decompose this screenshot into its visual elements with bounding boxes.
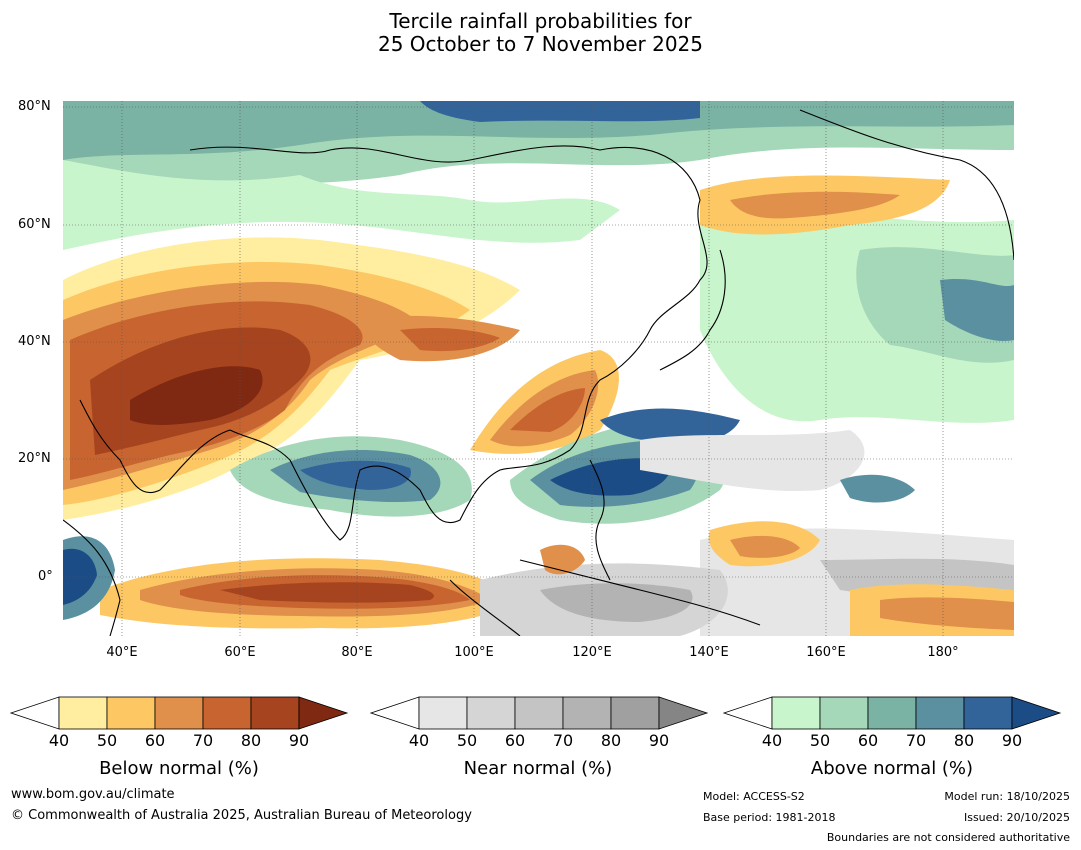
colorbar-tick-label: 40 <box>761 731 783 750</box>
graticule <box>63 101 1014 636</box>
colorbar-tick-label: 70 <box>552 731 574 750</box>
colorbar-swatch <box>867 696 917 730</box>
colorbar-swatch <box>250 696 300 730</box>
colorbar-tick-label: 60 <box>504 731 526 750</box>
colorbar-above-normal <box>723 696 1062 730</box>
colorbar-near-normal <box>370 696 709 730</box>
footer-model: Model: ACCESS-S2 <box>703 790 805 803</box>
colorbar-tick-label: 60 <box>857 731 879 750</box>
lat-label-60n: 60°N <box>18 217 51 232</box>
colorbar-tick-label: 90 <box>648 731 670 750</box>
lon-label-40e: 40°E <box>106 645 138 660</box>
colorbar-tick-label: 50 <box>809 731 831 750</box>
colorbar-tick-label: 40 <box>48 731 70 750</box>
lon-label-80e: 80°E <box>341 645 373 660</box>
colorbar-swatch <box>915 696 965 730</box>
colorbar-tick-label: 50 <box>96 731 118 750</box>
footer-base-period: Base period: 1981-2018 <box>703 811 836 824</box>
colorbar-label-near: Near normal (%) <box>463 758 613 779</box>
lat-label-0: 0° <box>38 569 53 584</box>
map-title-line-1: Tercile rainfall probabilities for <box>389 9 692 33</box>
footer-copyright: © Commonwealth of Australia 2025, Austra… <box>11 808 472 823</box>
colorbar-swatch <box>562 696 612 730</box>
footer-model-run: Model run: 18/10/2025 <box>944 790 1070 803</box>
colorbar-extend-high <box>658 696 709 730</box>
footer-url: www.bom.gov.au/climate <box>11 787 175 802</box>
colorbar-swatch <box>106 696 156 730</box>
lon-label-140e: 140°E <box>689 645 729 660</box>
colorbar-swatch <box>610 696 660 730</box>
lon-label-60e: 60°E <box>224 645 256 660</box>
colorbar-extend-low <box>10 696 60 730</box>
colorbar-extend-low <box>723 696 773 730</box>
colorbar-swatch <box>771 696 821 730</box>
colorbar-swatch <box>418 696 468 730</box>
colorbar-tick-label: 90 <box>1001 731 1023 750</box>
lat-label-40n: 40°N <box>18 334 51 349</box>
colorbar-extend-high <box>1011 696 1062 730</box>
lon-label-180: 180° <box>927 645 959 660</box>
colorbar-tick-label: 80 <box>600 731 622 750</box>
lat-label-80n: 80°N <box>18 99 51 114</box>
colorbar-swatch <box>202 696 252 730</box>
colorbar-tick-label: 80 <box>953 731 975 750</box>
colorbar-extend-low <box>370 696 420 730</box>
colorbar-tick-label: 90 <box>288 731 310 750</box>
lon-label-100e: 100°E <box>454 645 494 660</box>
colorbar-tick-label: 60 <box>144 731 166 750</box>
colorbar-swatch <box>819 696 869 730</box>
lon-label-160e: 160°E <box>806 645 846 660</box>
colorbar-label-above: Above normal (%) <box>810 758 974 779</box>
map-title-line-2: 25 October to 7 November 2025 <box>377 32 704 56</box>
colorbar-tick-label: 50 <box>456 731 478 750</box>
colorbar-below-normal <box>10 696 349 730</box>
lon-label-120e: 120°E <box>572 645 612 660</box>
colorbar-tick-label: 70 <box>192 731 214 750</box>
colorbar-swatch <box>58 696 108 730</box>
colorbar-tick-label: 70 <box>905 731 927 750</box>
coastlines <box>63 109 1014 636</box>
colorbar-swatch <box>154 696 204 730</box>
footer-disclaimer: Boundaries are not considered authoritat… <box>826 831 1070 844</box>
colorbar-label-below: Below normal (%) <box>99 758 259 779</box>
probability-field <box>63 101 1014 636</box>
footer-issued: Issued: 20/10/2025 <box>963 811 1070 824</box>
colorbar-extend-high <box>298 696 349 730</box>
colorbar-swatch <box>514 696 564 730</box>
colorbar-swatch <box>963 696 1013 730</box>
lat-label-20n: 20°N <box>18 451 51 466</box>
colorbar-tick-label: 80 <box>240 731 262 750</box>
forecast-map <box>63 101 1014 636</box>
colorbar-swatch <box>466 696 516 730</box>
colorbar-tick-label: 40 <box>408 731 430 750</box>
